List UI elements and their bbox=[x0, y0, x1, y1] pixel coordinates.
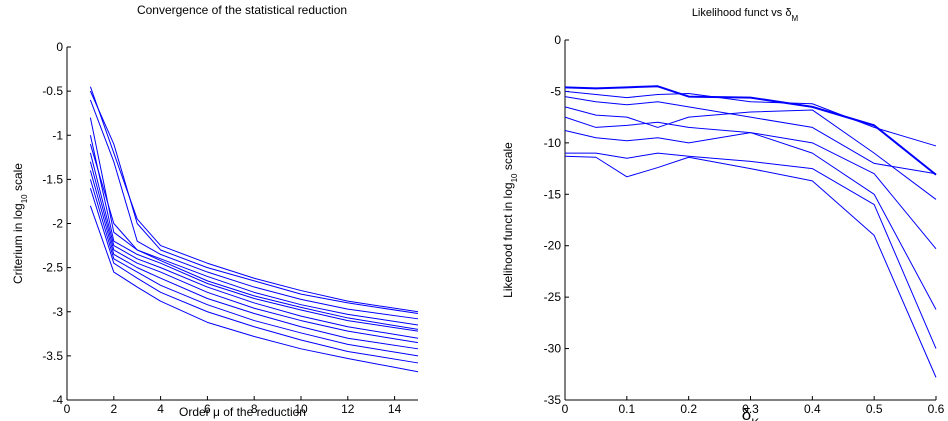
y-tick-label: -35 bbox=[544, 393, 562, 407]
x-tick-label: 12 bbox=[341, 402, 355, 416]
y-axis-label: Criterium in log10 scale bbox=[11, 163, 29, 284]
x-tick-label: 14 bbox=[388, 402, 402, 416]
y-axis-label-part: scale bbox=[501, 142, 515, 174]
y-tick-label: -3 bbox=[52, 305, 63, 319]
x-tick-label: 0.2 bbox=[680, 402, 697, 416]
line bbox=[565, 152, 937, 349]
line bbox=[564, 106, 937, 200]
x-tick-label: 0.3 bbox=[742, 402, 759, 416]
line bbox=[564, 130, 937, 310]
y-tick-label: -3.5 bbox=[42, 349, 63, 363]
y-axis-label: Likelihood funct in log10 scale bbox=[501, 142, 519, 298]
x-axis-label-part: K bbox=[751, 416, 759, 421]
y-tick-label: -4 bbox=[52, 393, 63, 407]
y-tick-label: -1 bbox=[52, 128, 63, 142]
line bbox=[89, 152, 419, 339]
y-tick-label: -2 bbox=[52, 217, 63, 231]
x-tick-label: 2 bbox=[110, 402, 117, 416]
x-tick-label: 0 bbox=[562, 402, 569, 416]
x-tick-label: 6 bbox=[204, 402, 211, 416]
line bbox=[89, 205, 419, 373]
x-tick-label: 0 bbox=[64, 402, 71, 416]
line bbox=[564, 116, 937, 250]
x-tick-label: 8 bbox=[251, 402, 258, 416]
y-tick-label: -15 bbox=[544, 187, 562, 201]
y-tick-label: -1.5 bbox=[42, 172, 63, 186]
x-axis-label: δK bbox=[742, 405, 759, 421]
x-tick-label: 10 bbox=[294, 402, 308, 416]
line bbox=[89, 179, 419, 357]
x-tick-label: 4 bbox=[157, 402, 164, 416]
line bbox=[564, 90, 937, 147]
line bbox=[89, 86, 419, 313]
y-tick-label: -25 bbox=[544, 290, 562, 304]
x-tick-label: 0.5 bbox=[866, 402, 883, 416]
x-tick-label: 0.1 bbox=[618, 402, 635, 416]
y-axis-label-part: Criterium in log bbox=[11, 203, 25, 284]
chart-title-part: Likelihood funct vs δ bbox=[692, 7, 792, 19]
line bbox=[89, 135, 419, 332]
line bbox=[89, 143, 419, 330]
line bbox=[89, 99, 419, 320]
y-tick-label: -2.5 bbox=[42, 261, 63, 275]
y-axis-label-part: 10 bbox=[20, 194, 29, 203]
y-tick-label: -20 bbox=[544, 239, 562, 253]
y-tick-label: -30 bbox=[544, 342, 562, 356]
line bbox=[89, 170, 419, 350]
y-tick-label: -5 bbox=[550, 84, 561, 98]
y-tick-label: 0 bbox=[554, 33, 561, 47]
x-axis-label-part: δ bbox=[742, 405, 751, 421]
y-axis-label-part: scale bbox=[11, 163, 25, 195]
line bbox=[564, 96, 937, 175]
x-axis-label: Order μ of the reduction bbox=[179, 405, 306, 419]
y-axis-label-part: 10 bbox=[510, 173, 519, 182]
line bbox=[89, 117, 419, 326]
chart-title: Likelihood funct vs δM bbox=[692, 7, 799, 23]
chart-title: Convergence of the statistical reduction bbox=[137, 3, 347, 17]
line bbox=[564, 155, 937, 378]
y-tick-label: -0.5 bbox=[42, 84, 63, 98]
x-tick-label: 0.4 bbox=[804, 402, 821, 416]
line bbox=[89, 161, 419, 344]
x-tick-label: 0.6 bbox=[928, 402, 945, 416]
y-tick-label: 0 bbox=[56, 40, 63, 54]
y-axis-label-part: Likelihood funct in log bbox=[501, 182, 515, 297]
line bbox=[89, 188, 419, 364]
line bbox=[89, 90, 419, 315]
chart-title-part: M bbox=[792, 14, 799, 23]
y-tick-label: -10 bbox=[544, 136, 562, 150]
